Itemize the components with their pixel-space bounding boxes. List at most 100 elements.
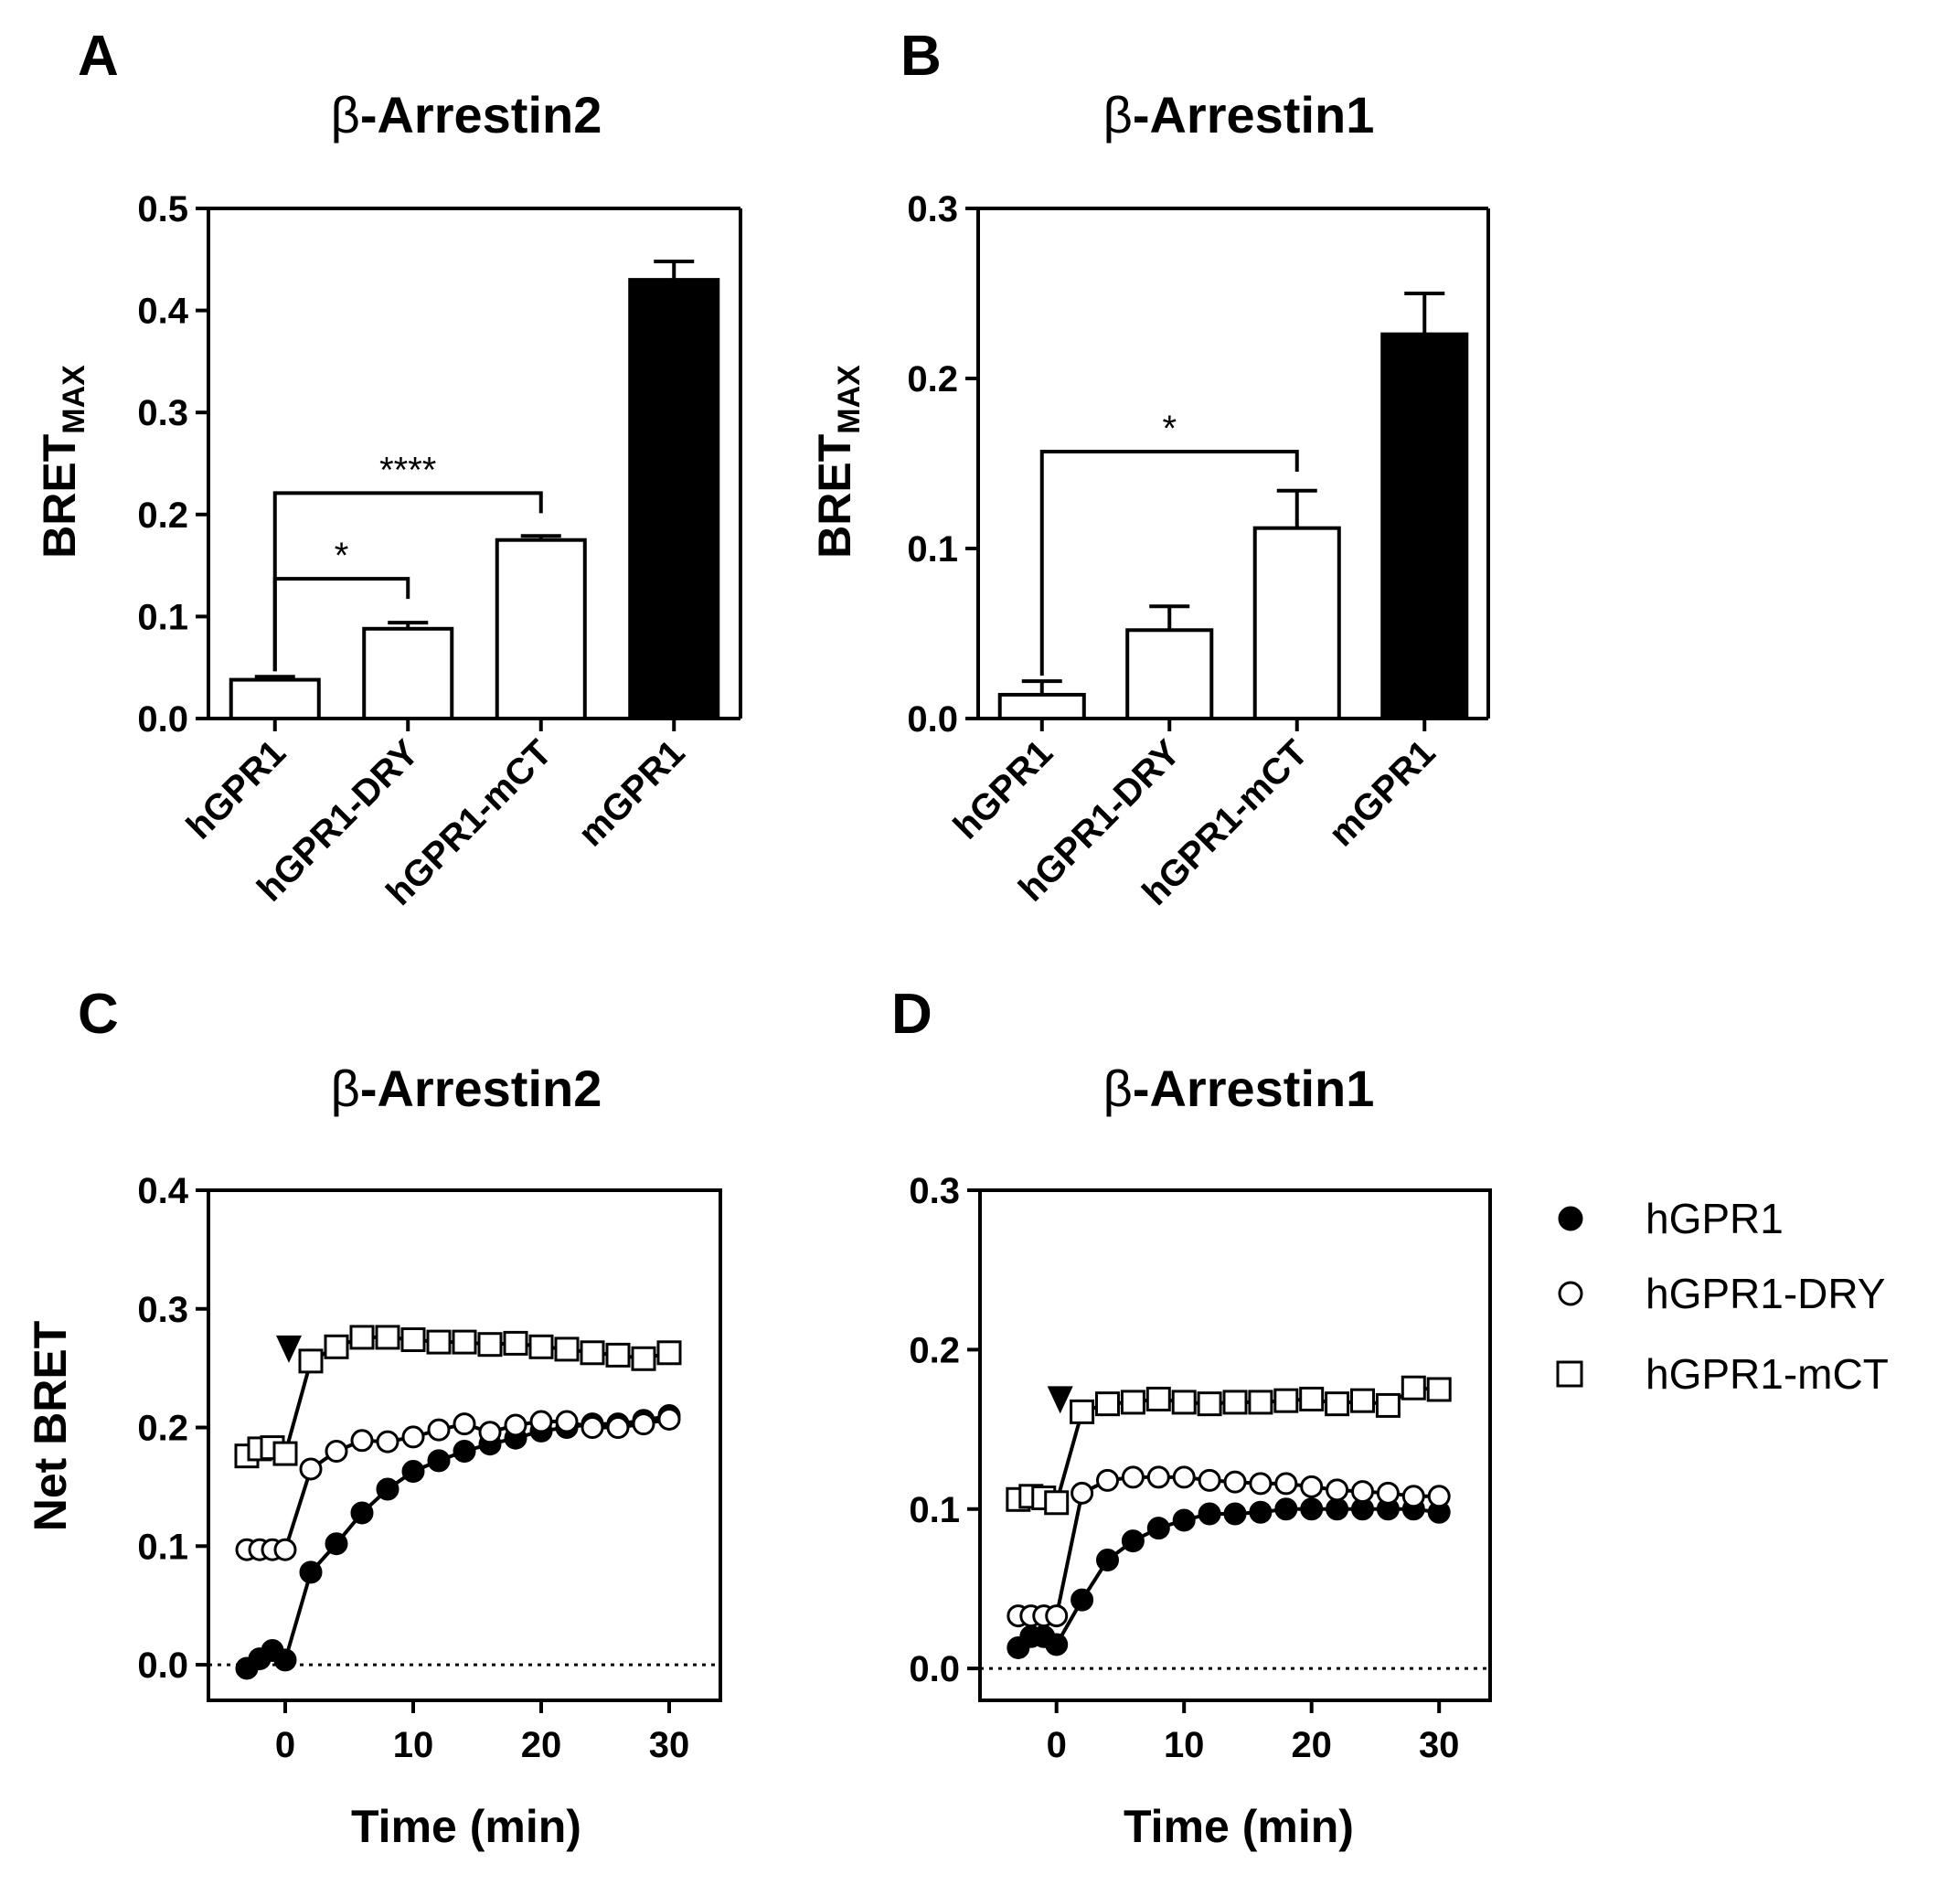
data-point: [1273, 1388, 1299, 1413]
data-point: [325, 1532, 348, 1556]
significance-label: *: [1162, 409, 1177, 449]
bar: [495, 538, 587, 721]
data-point: [1071, 1481, 1094, 1505]
data-point: [427, 1449, 451, 1473]
panel-d-xlabel: Time (min): [1124, 1801, 1354, 1852]
data-point: [1300, 1475, 1324, 1498]
y-tick-label: 0.5: [137, 189, 188, 229]
plot-frame: [978, 1188, 1492, 1702]
legend-marker-hgpr1-mct: [1556, 1360, 1583, 1388]
category-label: hGPR1: [179, 732, 293, 847]
data-point: [503, 1330, 528, 1356]
y-tick-label: 0.3: [137, 393, 188, 433]
data-point: [1120, 1390, 1145, 1415]
y-tick-label: 0.1: [909, 1490, 960, 1530]
data-point: [1351, 1480, 1374, 1504]
y-tick-label: 0.3: [907, 189, 958, 229]
data-point: [324, 1334, 349, 1359]
title-text: -Arrestin1: [1133, 86, 1375, 144]
data-point: [504, 1413, 527, 1437]
title-text: -Arrestin2: [360, 1060, 602, 1117]
y-tick-label: 0.0: [907, 699, 958, 740]
series-line-hgpr1: [1017, 1507, 1440, 1649]
data-point: [1171, 1390, 1197, 1415]
data-point: [401, 1460, 425, 1484]
panel-c: C β-Arrestin2 Net BRET Time (min) 0.0 0.1…: [25, 983, 722, 1852]
data-point: [1172, 1465, 1196, 1489]
y-tick-label: 0.1: [907, 529, 958, 570]
y-tick-label: 0.0: [909, 1649, 960, 1689]
beta-symbol: β: [331, 86, 360, 144]
data-point: [1071, 1588, 1094, 1612]
stimulus-arrow-head: [1047, 1386, 1073, 1414]
data-point: [606, 1416, 630, 1440]
beta-symbol: β: [331, 1060, 360, 1117]
data-point: [376, 1430, 399, 1454]
significance-bracket: [272, 491, 543, 672]
panel-a-ylabel: BRETMAX: [34, 365, 91, 559]
y-tick-label: 0.2: [909, 1330, 960, 1370]
stimulus-arrow-head: [276, 1335, 302, 1363]
data-point: [1274, 1472, 1298, 1496]
data-point: [1146, 1517, 1170, 1540]
data-point: [1146, 1465, 1170, 1489]
data-point: [452, 1329, 477, 1355]
y-tick-label: 0.0: [137, 699, 188, 740]
legend-label-hgpr1: hGPR1: [1646, 1195, 1784, 1242]
data-point: [426, 1329, 452, 1355]
x-tick-label: 10: [1164, 1725, 1205, 1765]
data-point: [1426, 1377, 1452, 1402]
data-point: [554, 1337, 580, 1362]
panel-b-title: β-Arrestin1: [1103, 86, 1375, 144]
data-point: [1198, 1468, 1221, 1492]
panel-c-ylabel: Net BRET: [25, 1321, 76, 1532]
data-point: [528, 1334, 554, 1359]
data-point: [273, 1538, 297, 1561]
data-point: [375, 1325, 400, 1350]
bar: [628, 278, 720, 720]
data-point: [1096, 1549, 1119, 1572]
data-point: [657, 1407, 681, 1431]
data-point: [1401, 1485, 1425, 1508]
data-point: [453, 1412, 476, 1436]
data-point: [631, 1346, 656, 1371]
legend-marker-hgpr1-dry: [1558, 1281, 1583, 1306]
bar: [997, 692, 1086, 721]
plot-frame: [207, 1188, 722, 1702]
beta-symbol: β: [1103, 86, 1133, 144]
data-point: [1249, 1472, 1273, 1496]
data-point: [299, 1457, 323, 1481]
data-point: [1172, 1508, 1196, 1532]
data-point: [1427, 1485, 1451, 1508]
data-point: [1045, 1604, 1069, 1628]
panel-letter-b: B: [900, 25, 942, 88]
data-point: [273, 1648, 297, 1672]
legend: hGPR1 hGPR1-DRY hGPR1-mCT: [1556, 1195, 1889, 1398]
data-point: [376, 1477, 399, 1501]
data-point: [555, 1410, 579, 1433]
x-tick-label: 30: [649, 1725, 690, 1765]
y-tick-label: 0.3: [137, 1290, 188, 1330]
data-point: [299, 1560, 323, 1584]
category-label: mGPR1: [1321, 732, 1443, 854]
data-point: [605, 1342, 631, 1368]
data-point: [1044, 1490, 1070, 1516]
beta-symbol: β: [1103, 1060, 1133, 1117]
panel-b-ylabel: BRETMAX: [809, 365, 867, 559]
panel-letter-c: C: [78, 983, 119, 1046]
y-tick-label: 0.2: [137, 1409, 188, 1449]
x-tick-label: 0: [275, 1725, 295, 1765]
data-point: [477, 1332, 503, 1358]
data-point: [1376, 1481, 1400, 1505]
data-point: [1401, 1375, 1426, 1400]
bar: [1380, 332, 1469, 720]
bar: [1252, 526, 1341, 720]
x-tick-label: 20: [1291, 1725, 1332, 1765]
data-point: [272, 1441, 298, 1466]
x-tick-label: 10: [393, 1725, 434, 1765]
panel-letter-d: D: [891, 983, 932, 1046]
x-tick-label: 0: [1047, 1725, 1067, 1765]
x-tick-label: 30: [1419, 1725, 1460, 1765]
data-point: [1198, 1502, 1221, 1526]
